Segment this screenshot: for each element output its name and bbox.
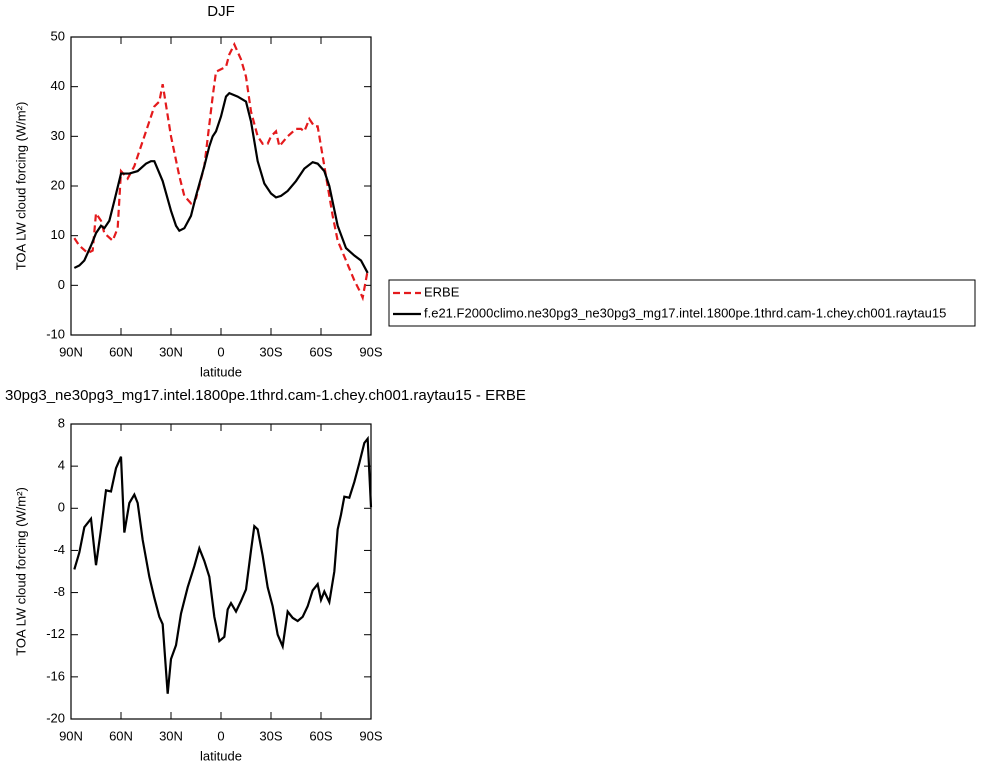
x-tick-label: 60S [309, 728, 332, 743]
y-tick-label: -10 [46, 326, 65, 341]
plot-frame [70, 423, 372, 720]
x-tick-label: 60S [309, 344, 332, 359]
y-tick-label: -12 [46, 626, 65, 641]
y-tick-label: 40 [51, 78, 65, 93]
x-tick-label: 30S [259, 344, 282, 359]
x-axis-label: latitude [200, 364, 242, 379]
chart-title: DJF [207, 3, 235, 20]
data-line [73, 41, 369, 302]
data-line [73, 435, 373, 694]
x-tick-label: 0 [217, 728, 224, 743]
y-tick-label: 20 [51, 177, 65, 192]
chart-title: 30pg3_ne30pg3_mg17.intel.1800pe.1thrd.ca… [5, 387, 526, 404]
x-axis-label: latitude [200, 748, 242, 763]
y-tick-label: 4 [58, 458, 65, 473]
x-tick-label: 60N [109, 344, 133, 359]
legend-box [388, 279, 976, 327]
legend-label: f.e21.F2000climo.ne30pg3_ne30pg3_mg17.in… [424, 305, 946, 320]
x-tick-label: 90N [59, 344, 83, 359]
y-tick-label: 0 [58, 500, 65, 515]
y-tick-label: -20 [46, 710, 65, 725]
y-tick-label: 10 [51, 227, 65, 242]
x-tick-label: 90S [359, 344, 382, 359]
y-tick-label: 8 [58, 415, 65, 430]
plot-frame [70, 36, 372, 336]
y-axis-label: TOA LW cloud forcing (W/m²) [13, 487, 28, 656]
x-tick-label: 90S [359, 728, 382, 743]
x-tick-label: 30N [159, 728, 183, 743]
y-axis-label: TOA LW cloud forcing (W/m²) [13, 102, 28, 271]
y-tick-label: 50 [51, 28, 65, 43]
x-tick-label: 60N [109, 728, 133, 743]
x-tick-label: 30S [259, 728, 282, 743]
y-tick-label: 0 [58, 277, 65, 292]
legend-label: ERBE [424, 284, 460, 299]
y-tick-label: -4 [53, 542, 65, 557]
x-tick-label: 30N [159, 344, 183, 359]
data-line [73, 91, 369, 274]
y-tick-label: -8 [53, 584, 65, 599]
y-tick-label: -16 [46, 668, 65, 683]
x-tick-label: 0 [217, 344, 224, 359]
y-tick-label: 30 [51, 128, 65, 143]
x-tick-label: 90N [59, 728, 83, 743]
